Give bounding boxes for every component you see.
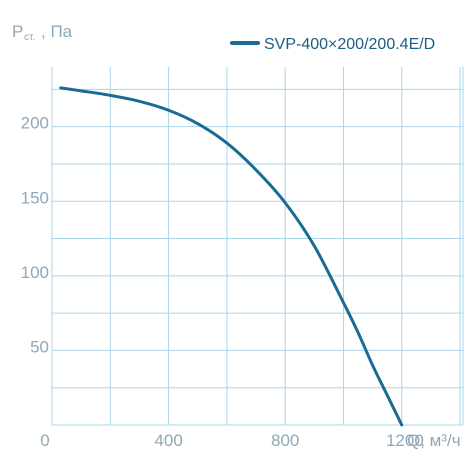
y-axis-title: P ст. , Па xyxy=(12,22,73,43)
legend-label: SVP-400×200/200.4E/D xyxy=(264,36,435,53)
y-tick-labels: 50 100 150 200 xyxy=(21,114,49,357)
x-tick-labels: 0 400 800 1200 xyxy=(40,431,424,450)
y-tick-label: 200 xyxy=(21,114,49,133)
x-tick-label: 800 xyxy=(271,431,299,450)
y-axis-title-unit: , Па xyxy=(41,22,73,41)
x-tick-label: 0 xyxy=(40,431,49,450)
x-tick-label: 400 xyxy=(154,431,182,450)
grid xyxy=(51,67,464,426)
series xyxy=(59,86,404,427)
y-axis-title-subscript: ст. xyxy=(24,32,35,43)
y-tick-label: 100 xyxy=(21,263,49,282)
x-tick-label: 1200 xyxy=(386,431,424,450)
y-tick-label: 50 xyxy=(30,337,49,356)
x-axis-title: Q, м³/ч xyxy=(407,431,461,450)
y-axis-title-main: P xyxy=(12,22,23,41)
legend: SVP-400×200/200.4E/D xyxy=(230,36,435,53)
series-line xyxy=(59,86,404,427)
y-tick-label: 150 xyxy=(21,188,49,207)
